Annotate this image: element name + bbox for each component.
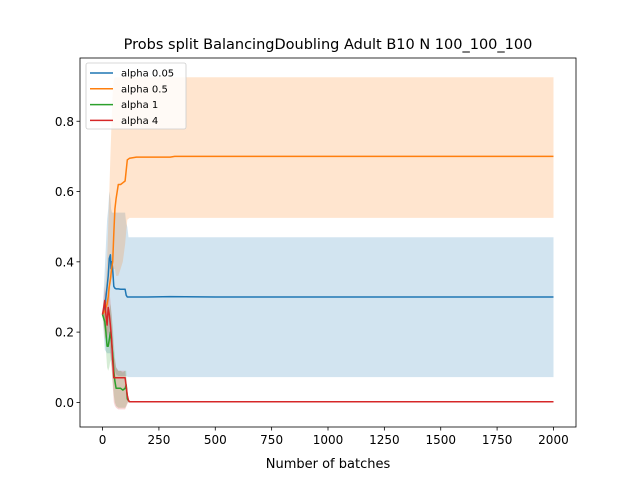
x-tick-label: 750 [260,433,283,447]
band-series-0 [102,191,554,378]
series-lines [101,155,554,403]
line-series-0 [101,254,554,315]
y-tick-label: 0.0 [55,396,74,410]
x-tick-label: 500 [204,433,227,447]
x-tick-label: 0 [99,433,107,447]
x-axis-ticks: 0 250 500 750 1000 1250 1500 1750 2000 [99,427,569,447]
x-tick-label: 1000 [313,433,344,447]
line-series-1 [101,155,554,315]
line-series-3 [101,299,554,403]
x-tick-label: 1750 [482,433,513,447]
x-tick-label: 1500 [425,433,456,447]
legend-label: alpha 0.05 [121,69,174,80]
legend-label: alpha 1 [121,100,158,111]
x-tick-label: 1250 [369,433,400,447]
y-axis-ticks: 0.0 0.2 0.4 0.6 0.8 [55,115,80,410]
band-series-1 [102,77,554,340]
legend: alpha 0.05 alpha 0.5 alpha 1 alpha 4 [85,62,187,130]
y-tick-label: 0.4 [55,255,74,269]
legend-box [85,62,187,130]
y-tick-label: 0.8 [55,115,74,129]
y-tick-label: 0.2 [55,326,74,340]
x-tick-label: 250 [147,433,170,447]
y-tick-label: 0.6 [55,185,74,199]
legend-label: alpha 0.5 [121,84,168,95]
confidence-bands [102,77,554,410]
x-tick-label: 2000 [538,433,569,447]
chart-title: Probs split BalancingDoubling Adult B10 … [124,37,533,53]
legend-label: alpha 4 [121,116,158,127]
x-axis-label: Number of batches [266,457,391,472]
